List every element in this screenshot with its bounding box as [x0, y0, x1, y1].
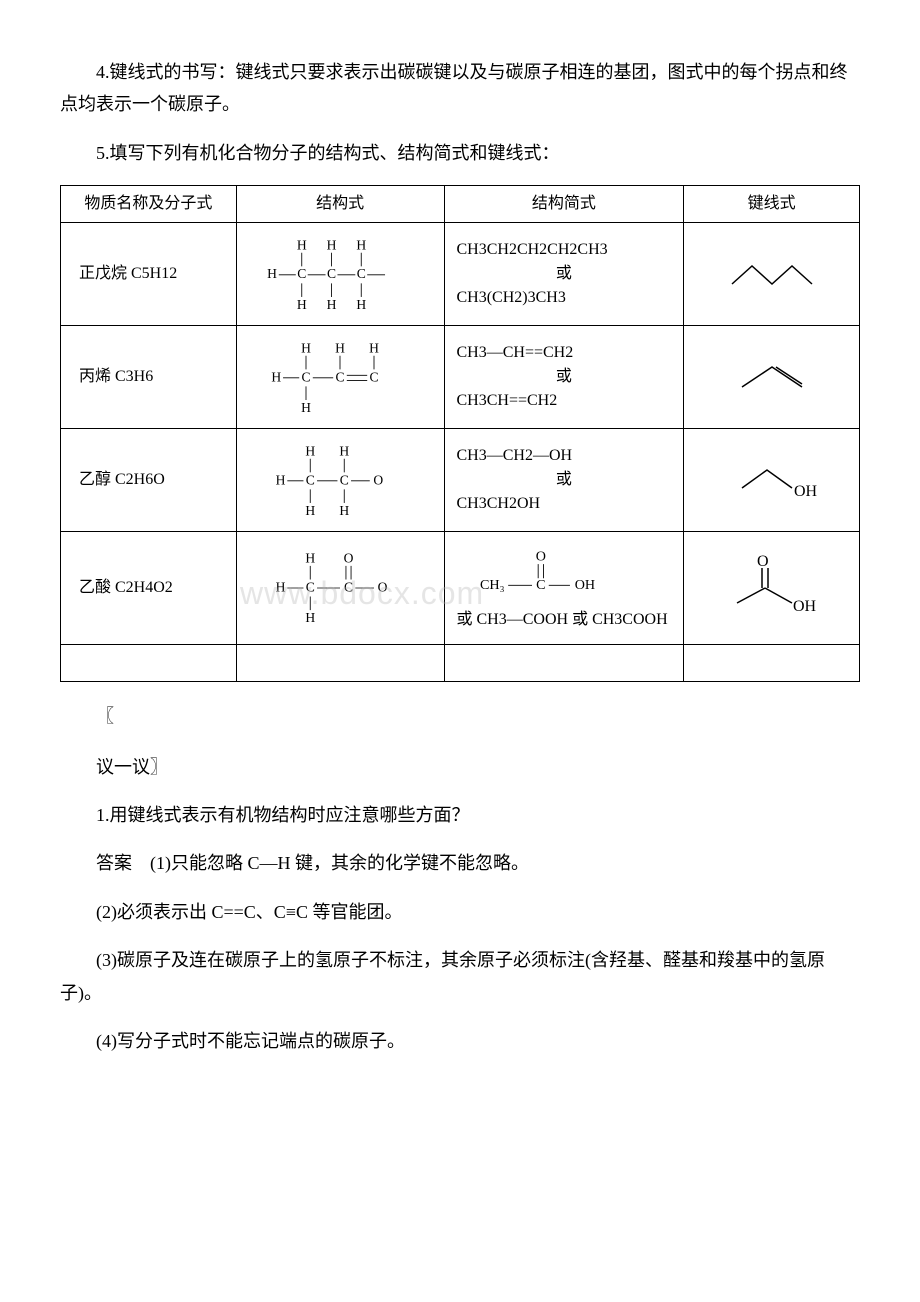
- svg-text:C: C: [306, 472, 315, 487]
- aceticacid-simple-svg: O CH₃ C OH: [457, 545, 607, 600]
- svg-text:H: H: [301, 341, 311, 356]
- svg-text:H: H: [301, 400, 311, 415]
- th-name: 物质名称及分子式: [61, 186, 237, 223]
- paragraph-4: 4.键线式的书写：键线式只要求表示出碳碳键以及与碳原子相连的基团，图式中的每个拐…: [60, 56, 860, 121]
- svg-text:H: H: [327, 297, 337, 312]
- svg-text:H: H: [327, 238, 337, 253]
- svg-text:C: C: [536, 576, 545, 592]
- svg-text:C: C: [327, 266, 336, 281]
- svg-text:O: O: [757, 553, 769, 570]
- svg-text:H: H: [271, 369, 281, 384]
- svg-text:H: H: [297, 238, 307, 253]
- cell-name: 丙烯 C3H6: [61, 326, 237, 429]
- aceticacid-structure: H O H C C O H: [255, 538, 425, 638]
- svg-text:C: C: [306, 580, 315, 595]
- answer-1: 答案 (1)只能忽略 C—H 键，其余的化学键不能忽略。: [60, 847, 860, 879]
- subtitle: 议一议〗: [60, 751, 860, 783]
- answer-2: (2)必须表示出 C==C、C≡C 等官能团。: [60, 896, 860, 928]
- svg-text:O: O: [378, 580, 388, 595]
- svg-text:C: C: [336, 369, 345, 384]
- cell-struct: H H H C C O H H: [236, 429, 444, 532]
- cell-name: 乙酸 C2H4O2: [61, 532, 237, 645]
- cell-line: OH: [684, 429, 860, 532]
- aceticacid-lineform: O OH: [717, 553, 827, 623]
- empty-cell: [61, 645, 237, 682]
- svg-text:H: H: [356, 297, 366, 312]
- svg-text:H: H: [369, 341, 379, 356]
- bracket-open: 〖: [60, 700, 860, 732]
- structure-table: 物质名称及分子式 结构式 结构简式 键线式 正戊烷 C5H12 HHH H C …: [60, 185, 860, 682]
- simple-formula: CH3CH2OH: [457, 492, 672, 516]
- svg-text:C: C: [302, 369, 311, 384]
- svg-text:O: O: [535, 548, 545, 564]
- svg-text:H: H: [267, 266, 277, 281]
- svg-text:H: H: [335, 341, 345, 356]
- svg-text:C: C: [297, 266, 306, 281]
- simple-formula: CH3—CH==CH2: [457, 341, 672, 365]
- th-struct: 结构式: [236, 186, 444, 223]
- svg-text:H: H: [339, 444, 349, 459]
- th-simple: 结构简式: [444, 186, 684, 223]
- pentane-structure: H H H H C C C H H H: [255, 229, 425, 319]
- cell-simple: CH3CH2CH2CH2CH3 或 CH3(CH2)3CH3: [444, 223, 684, 326]
- cell-simple: CH3—CH2—OH 或 CH3CH2OH: [444, 429, 684, 532]
- svg-text:OH: OH: [574, 576, 594, 592]
- table-row: 乙醇 C2H6O H H H C C O H H: [61, 429, 860, 532]
- propene-structure: H H H H C C C H: [255, 332, 425, 422]
- empty-cell: [684, 645, 860, 682]
- svg-text:C: C: [340, 472, 349, 487]
- table-row: 乙酸 C2H4O2 H O H C C O H: [61, 532, 860, 645]
- cell-struct: H H H H C C C H: [236, 326, 444, 429]
- svg-text:OH: OH: [794, 483, 818, 500]
- pentane-lineform: [722, 254, 822, 294]
- answer-3: (3)碳原子及连在碳原子上的氢原子不标注，其余原子必须标注(含羟基、醛基和羧基中…: [60, 944, 860, 1009]
- svg-text:OH: OH: [793, 598, 817, 615]
- simple-formula: CH3—CH2—OH: [457, 444, 672, 468]
- svg-text:CH₃: CH₃: [480, 576, 505, 592]
- or-text: 或: [457, 468, 672, 492]
- cell-struct: H O H C C O H: [236, 532, 444, 645]
- svg-text:O: O: [344, 551, 354, 566]
- svg-text:H: H: [305, 503, 315, 518]
- svg-text:O: O: [373, 472, 383, 487]
- th-line: 键线式: [684, 186, 860, 223]
- table-row: 丙烯 C3H6 H H H H C C C H: [61, 326, 860, 429]
- paragraph-5: 5.填写下列有机化合物分子的结构式、结构简式和键线式：: [60, 137, 860, 169]
- svg-text:C: C: [344, 580, 353, 595]
- cell-simple: CH3—CH==CH2 或 CH3CH==CH2: [444, 326, 684, 429]
- question-1: 1.用键线式表示有机物结构时应注意哪些方面？: [60, 799, 860, 831]
- ethanol-lineform: OH: [722, 458, 822, 503]
- ethanol-structure: H H H C C O H H: [255, 435, 425, 525]
- table-row: 正戊烷 C5H12 H H H H C C C H H H: [61, 223, 860, 326]
- svg-text:H: H: [276, 472, 286, 487]
- answer-4: (4)写分子式时不能忘记端点的碳原子。: [60, 1025, 860, 1057]
- cell-name: 乙醇 C2H6O: [61, 429, 237, 532]
- simple-formula: CH3(CH2)3CH3: [457, 286, 672, 310]
- table-row: [61, 645, 860, 682]
- svg-text:H: H: [356, 238, 366, 253]
- svg-text:H: H: [305, 551, 315, 566]
- simple-formula: CH3CH==CH2: [457, 389, 672, 413]
- svg-text:H: H: [339, 503, 349, 518]
- svg-text:C: C: [357, 266, 366, 281]
- cell-struct: H H H H C C C H H H: [236, 223, 444, 326]
- empty-cell: [236, 645, 444, 682]
- cell-simple: O CH₃ C OH 或 CH3—COOH 或 CH3COOH: [444, 532, 684, 645]
- table-row: 物质名称及分子式 结构式 结构简式 键线式: [61, 186, 860, 223]
- simple-formula-or: 或 CH3—COOH 或 CH3COOH: [457, 608, 672, 632]
- cell-name: 正戊烷 C5H12: [61, 223, 237, 326]
- cell-line: O OH: [684, 532, 860, 645]
- svg-text:C: C: [370, 369, 379, 384]
- svg-text:H: H: [305, 610, 315, 625]
- cell-line: [684, 223, 860, 326]
- propene-lineform: [727, 357, 817, 397]
- or-text: 或: [457, 365, 672, 389]
- svg-text:H: H: [276, 580, 286, 595]
- cell-line: [684, 326, 860, 429]
- svg-text:H: H: [305, 444, 315, 459]
- empty-cell: [444, 645, 684, 682]
- or-text: 或: [457, 262, 672, 286]
- svg-text:H: H: [297, 297, 307, 312]
- simple-formula: CH3CH2CH2CH2CH3: [457, 238, 672, 262]
